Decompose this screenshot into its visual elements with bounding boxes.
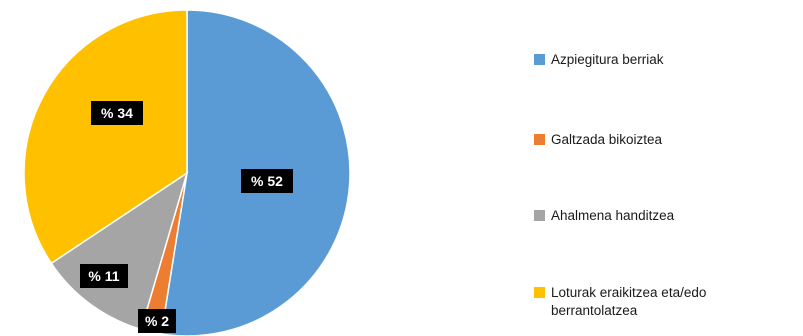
legend-label: Azpiegitura berriak	[551, 52, 664, 67]
data-label-text: % 52	[251, 173, 283, 189]
pie-slice-2	[50, 171, 189, 331]
data-label-background	[80, 264, 128, 288]
data-label-0: % 52	[241, 169, 293, 193]
data-label-background	[138, 309, 176, 333]
legend-item-azpiegitura-berriak: Azpiegitura berriak	[534, 51, 664, 69]
legend-label: Loturak eraikitzea eta/edo berrantolatze…	[551, 285, 707, 318]
pie-chart: % 52 % 2 % 11 % 34	[23, 9, 351, 336]
data-label-3: % 34	[91, 101, 143, 125]
pie-slice-3	[23, 9, 188, 265]
legend-label: Galtzada bikoiztea	[551, 132, 663, 147]
data-label-2: % 11	[80, 264, 128, 288]
data-label-background	[241, 169, 293, 193]
legend-swatch	[534, 134, 545, 145]
data-label-1: % 2	[138, 309, 176, 333]
legend-swatch	[534, 287, 545, 298]
legend-label: Ahalmena handitzea	[551, 208, 675, 223]
legend-swatch	[534, 54, 545, 65]
data-label-text: % 2	[145, 313, 169, 329]
data-label-background	[91, 101, 143, 125]
legend-item-galtzada-bikoiztea: Galtzada bikoiztea	[534, 131, 662, 149]
legend-swatch	[534, 210, 545, 221]
legend: Azpiegitura berriak Galtzada bikoiztea A…	[534, 0, 803, 336]
data-label-text: % 34	[101, 105, 133, 121]
legend-item-loturak-eraikitzea: Loturak eraikitzea eta/edo berrantolatze…	[534, 284, 706, 320]
legend-item-ahalmena-handitzea: Ahalmena handitzea	[534, 207, 674, 225]
data-label-text: % 11	[88, 268, 119, 284]
